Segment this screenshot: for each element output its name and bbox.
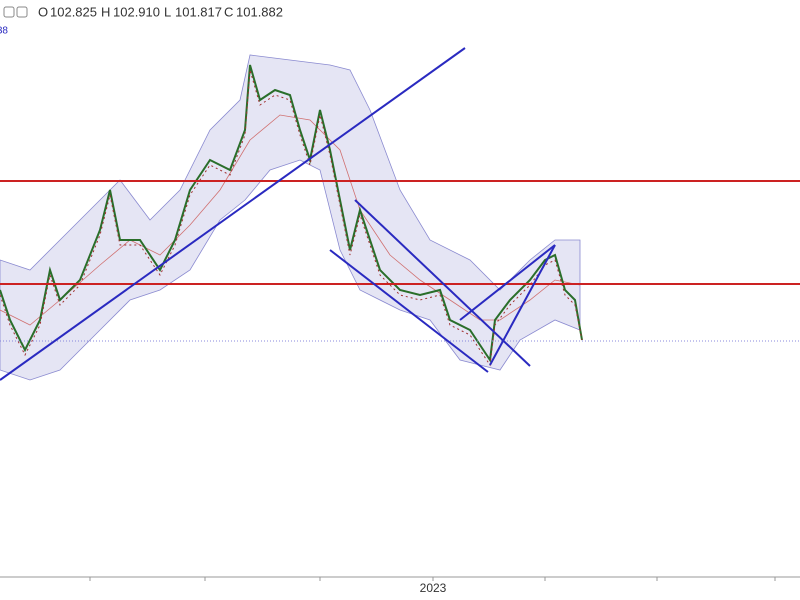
open-value: 102.825 bbox=[50, 4, 97, 19]
trend-line bbox=[0, 47, 466, 381]
year-label: 2023 bbox=[420, 581, 447, 595]
trend-lines bbox=[0, 47, 556, 381]
header-bar bbox=[0, 0, 800, 24]
close-label: C bbox=[224, 4, 233, 19]
moving-average bbox=[0, 114, 581, 326]
close-value: 101.882 bbox=[236, 4, 283, 19]
high-label: H bbox=[101, 4, 110, 19]
time-ticks bbox=[89, 577, 776, 581]
indicator-value: 38 bbox=[0, 26, 8, 37]
low-label: L bbox=[164, 4, 171, 19]
open-label: O bbox=[38, 4, 48, 19]
trend-line bbox=[459, 244, 556, 321]
high-value: 102.910 bbox=[113, 4, 160, 19]
settings-icon[interactable] bbox=[3, 6, 15, 18]
low-value: 101.817 bbox=[175, 4, 222, 19]
price-path bbox=[0, 64, 583, 363]
trend-line bbox=[354, 199, 531, 367]
trend-line bbox=[489, 244, 556, 366]
trend-line bbox=[329, 249, 489, 373]
visibility-icon[interactable] bbox=[16, 6, 28, 18]
price-path-shadow bbox=[0, 69, 583, 367]
